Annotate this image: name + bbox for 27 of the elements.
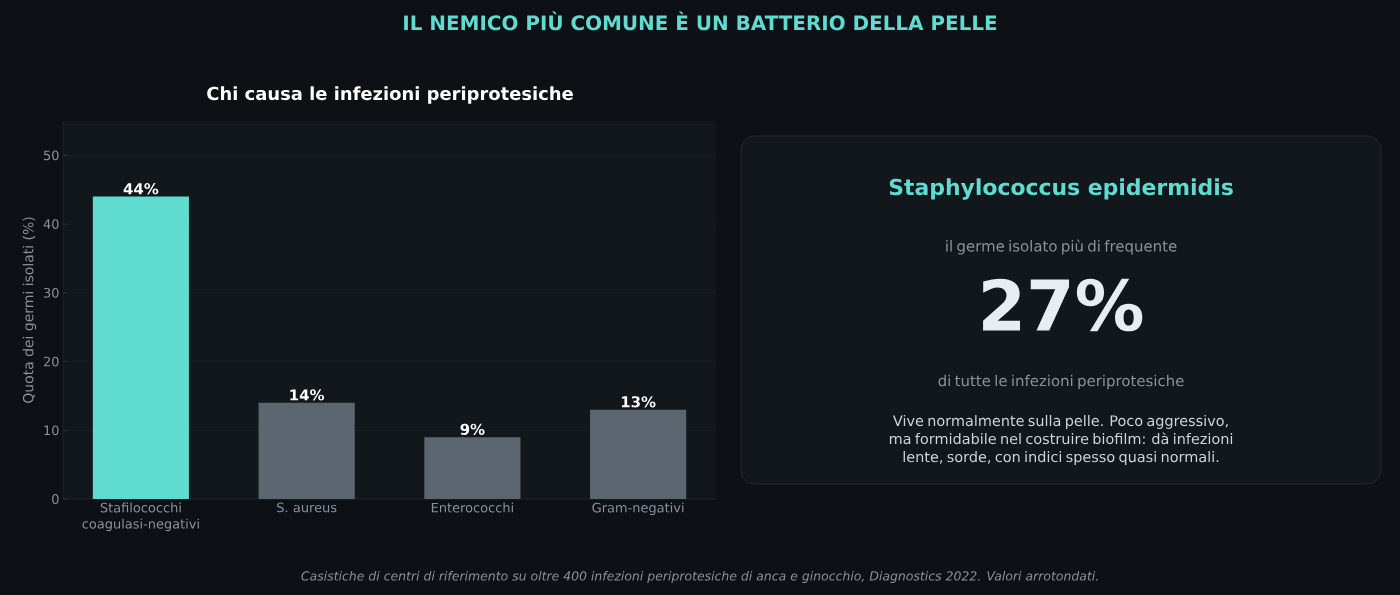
- y-tick-label: 30: [43, 287, 59, 298]
- bar: [590, 409, 687, 499]
- x-tick-label: S. aureus: [277, 502, 337, 513]
- y-tick-label: 50: [44, 150, 59, 161]
- bar: [258, 402, 355, 499]
- x-tick-label: Enterococchi: [431, 502, 513, 513]
- data-label: 13%: [621, 396, 656, 408]
- chart-title: IL NEMICO PIÙ COMUNE È UN BATTERIO DELLA PELLE: [404, 11, 997, 31]
- bar: [92, 196, 189, 499]
- x-tick-label: Gram-negativi: [592, 502, 684, 516]
- y-tick-label: 0: [52, 494, 59, 504]
- text: Vive normalmente sulla pelle. Poco aggressivo, ma formidabile nel costruire biofilm: dà infezioni lente, sorde, con indici spesso quasi normali.: [889, 414, 1233, 466]
- text: 27%: [983, 278, 1143, 332]
- y-tick-label: 20: [43, 356, 59, 367]
- y-tick-label: 10: [44, 425, 59, 436]
- data-label: 44%: [123, 183, 159, 195]
- bar: [424, 437, 521, 499]
- data-label: 9%: [460, 423, 485, 435]
- chart-subtitle: Chi causa le infezioni periprotesiche: [207, 86, 573, 104]
- y-tick-label: 40: [43, 219, 59, 229]
- text: di tutte le infezioni periprotesiche: [938, 374, 1184, 390]
- text: Casistiche di centri di riferimento su oltre 400 infezioni periprotesiche di anca e ginocchio, Diagnostics 2022. Valori arrotondati.: [301, 570, 1098, 584]
- text: il germe isolato più di frequente: [946, 239, 1177, 255]
- text: Staphylococcus epidermidis: [889, 178, 1233, 200]
- x-tick-label: Stafilococchi coagulasi-negativi: [82, 502, 199, 532]
- y-axis-title: Quota dei germi isolati (%): [22, 217, 37, 403]
- data-label: 14%: [290, 389, 325, 401]
